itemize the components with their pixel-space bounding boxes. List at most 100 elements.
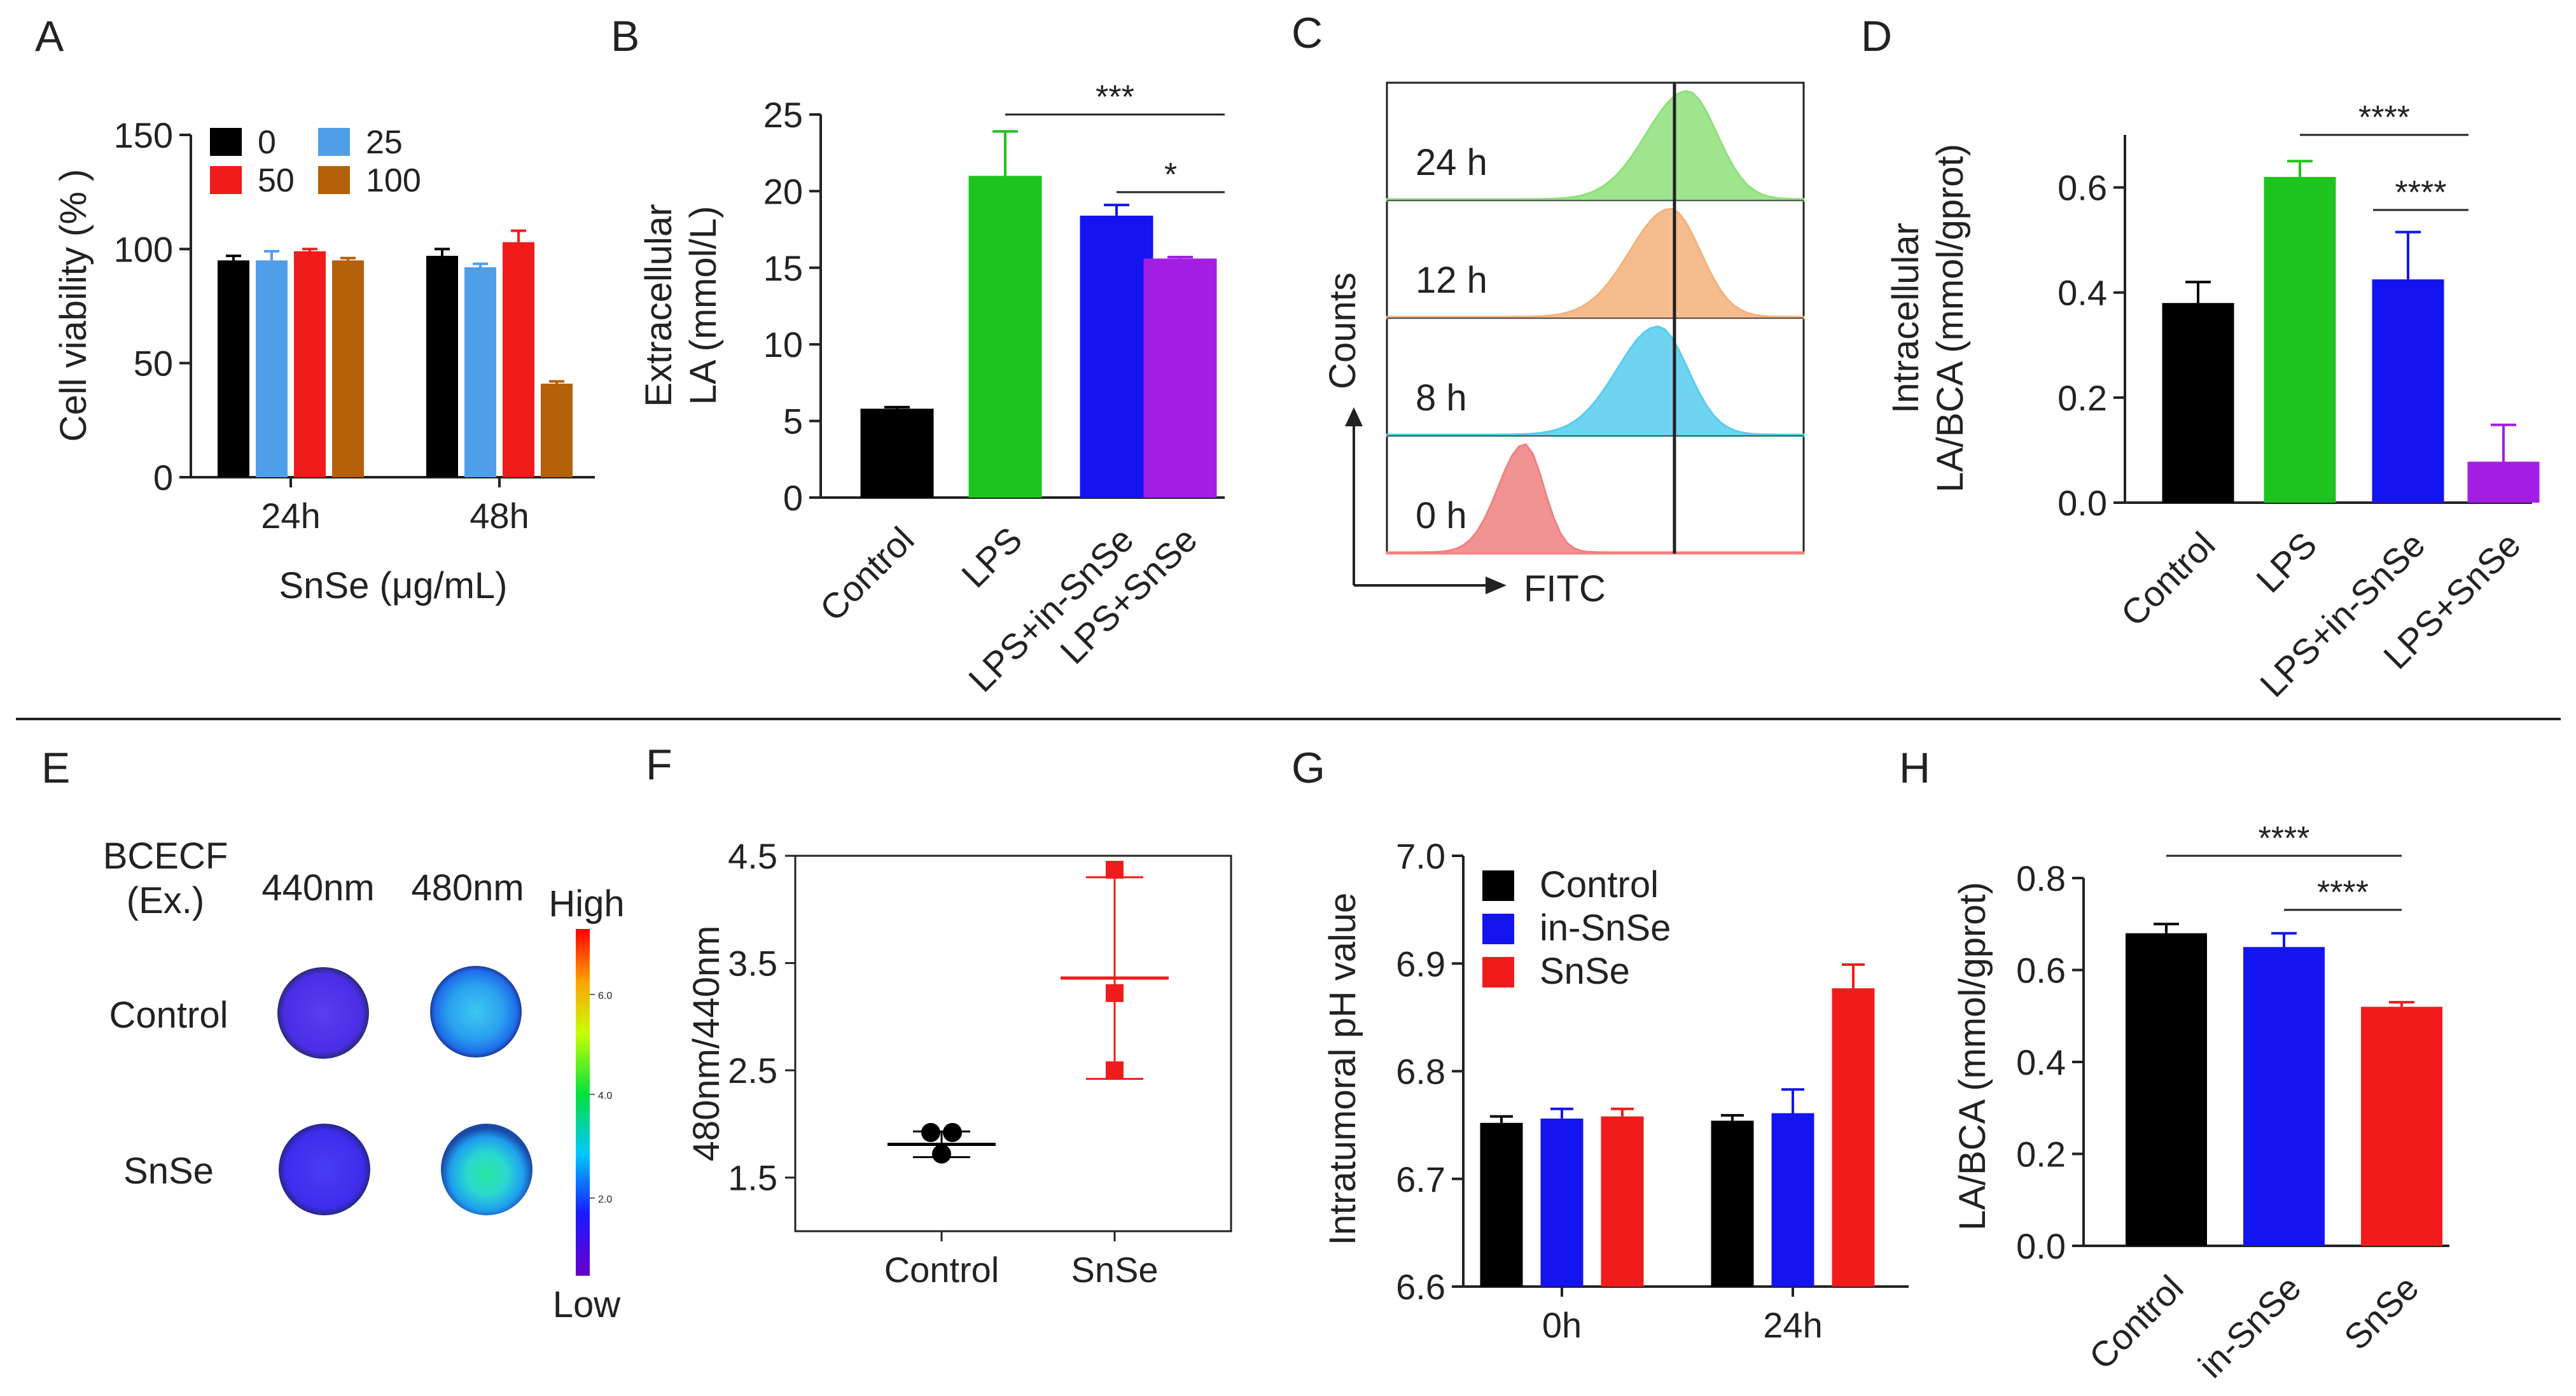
x-tick-label: Control bbox=[2113, 524, 2222, 634]
y-axis-label: LA/BCA (mmol/gprot) bbox=[1930, 144, 1971, 492]
legend-swatch bbox=[318, 166, 350, 194]
bar-LPS+in-SnSe bbox=[1080, 215, 1153, 498]
y-axis-label: 480nm/440nm bbox=[686, 926, 727, 1162]
plot-frame bbox=[794, 855, 1232, 1232]
bar-Control bbox=[860, 408, 934, 498]
x-tick-label: Control bbox=[812, 519, 921, 629]
y-tick-label: 0.6 bbox=[2057, 168, 2107, 208]
panel-label-e: E bbox=[41, 744, 70, 792]
y-tick-label: 0.6 bbox=[2016, 951, 2066, 991]
panel-label-c: C bbox=[1291, 9, 1323, 57]
x-tick-label: SnSe bbox=[1071, 1250, 1159, 1290]
legend-label: 25 bbox=[366, 124, 403, 161]
row-control: Control bbox=[109, 995, 228, 1036]
y-tick-label: 0.2 bbox=[2057, 378, 2107, 418]
significance-label: **** bbox=[2358, 99, 2410, 136]
y-tick-label: 20 bbox=[763, 171, 803, 211]
bar-SnSe-24h bbox=[1832, 988, 1875, 1287]
y-tick-label: 6.9 bbox=[1396, 944, 1445, 984]
y-tick-label: 7.0 bbox=[1396, 836, 1445, 876]
legend-label: SnSe bbox=[1540, 951, 1630, 992]
y-axis-label: Intracellular bbox=[1885, 223, 1926, 414]
bar-LPS bbox=[2264, 177, 2336, 503]
panel-label-b: B bbox=[611, 12, 639, 60]
well-snse-480 bbox=[441, 1124, 533, 1215]
bar-25-24h bbox=[256, 260, 288, 477]
y-axis-label: Intratumoral pH value bbox=[1322, 893, 1363, 1245]
column-480nm: 480nm bbox=[411, 867, 524, 909]
y-tick-label: 4.5 bbox=[728, 836, 777, 876]
legend-swatch bbox=[1482, 870, 1514, 901]
legend-label: 50 bbox=[258, 162, 295, 199]
bar-100-24h bbox=[332, 260, 364, 477]
significance-label: *** bbox=[1096, 79, 1134, 116]
y-axis-label: LA (mmol/L) bbox=[683, 206, 724, 405]
track-label: 24 h bbox=[1416, 142, 1487, 183]
bar-Control-0h bbox=[1480, 1122, 1523, 1287]
data-point bbox=[1106, 860, 1124, 879]
well-control-440 bbox=[277, 967, 369, 1059]
panel-label-h: H bbox=[1899, 744, 1930, 792]
panel-g-chart: 6.6 6.7 6.8 6.9 7.0 0h 24h Intratumoral pH valu… bbox=[1322, 836, 1909, 1345]
y-tick-label: 10 bbox=[763, 325, 803, 365]
panel-h-chart: 0.0 0.2 0.4 0.6 0.8 Control in-SnSe SnSe *******… bbox=[1952, 820, 2449, 1385]
column-440nm: 440nm bbox=[261, 867, 374, 909]
panel-e: BCECF (Ex.) 440nm 480nm Control SnSe Hig… bbox=[103, 835, 625, 1325]
fitc-arrow-head bbox=[1486, 576, 1507, 594]
y-tick-label: 5 bbox=[783, 401, 803, 442]
colorbar-tick-6: 6.0 bbox=[598, 991, 612, 1002]
significance-label: **** bbox=[2317, 874, 2369, 911]
legend-swatch bbox=[1482, 914, 1514, 944]
y-axis-label: Cell viability (% ) bbox=[53, 169, 94, 442]
y-tick-label: 50 bbox=[134, 344, 173, 384]
legend-a: 0 25 50 100 bbox=[210, 124, 421, 199]
row-snse: SnSe bbox=[123, 1150, 214, 1192]
data-point bbox=[1106, 984, 1124, 1002]
y-tick-label: 0.8 bbox=[2016, 858, 2066, 898]
y-tick-label: 6.6 bbox=[1396, 1267, 1445, 1307]
track-label: 12 h bbox=[1416, 260, 1487, 301]
bar-in-SnSe bbox=[2243, 947, 2325, 1246]
track-label: 0 h bbox=[1416, 495, 1467, 536]
panel-label-d: D bbox=[1861, 12, 1892, 60]
colorbar bbox=[576, 929, 590, 1276]
bcecf-label: BCECF bbox=[103, 835, 228, 877]
well-snse-440 bbox=[279, 1124, 370, 1215]
y-tick-label: 0.2 bbox=[2016, 1134, 2066, 1175]
well-control-480 bbox=[430, 966, 522, 1057]
bar-100-48h bbox=[541, 383, 573, 477]
data-point bbox=[932, 1144, 951, 1164]
y-tick-label: 1.5 bbox=[728, 1158, 777, 1198]
bar-0-24h bbox=[218, 260, 249, 477]
x-tick-label: Control bbox=[884, 1250, 999, 1290]
legend-swatch bbox=[318, 128, 350, 156]
bar-Control bbox=[2162, 303, 2234, 503]
x-tick-label: Control bbox=[2081, 1267, 2190, 1377]
bar-LPS+SnSe bbox=[1143, 258, 1217, 498]
y-tick-label: 3.5 bbox=[728, 944, 777, 984]
bar-Control bbox=[2126, 933, 2207, 1246]
bar-SnSe-0h bbox=[1601, 1116, 1644, 1287]
y-tick-label: 25 bbox=[763, 95, 803, 135]
x-tick-label: in-SnSe bbox=[2190, 1267, 2308, 1385]
bar-SnSe bbox=[2361, 1007, 2442, 1246]
y-axis-label: Extracellular bbox=[638, 204, 679, 407]
histogram-24h bbox=[1386, 90, 1805, 202]
data-point bbox=[943, 1122, 962, 1142]
track-label: 8 h bbox=[1416, 377, 1467, 419]
y-axis-label: LA/BCA (mmol/gprot) bbox=[1952, 882, 1993, 1231]
y-tick-label: 0.4 bbox=[2057, 273, 2107, 313]
colorbar-ticks: 6.0 4.0 2.0 bbox=[590, 991, 612, 1205]
x-tick-label: 24h bbox=[261, 496, 320, 536]
bar-LPS+in-SnSe bbox=[2372, 279, 2444, 503]
bar-in-SnSe-0h bbox=[1540, 1118, 1584, 1287]
panel-label-a: A bbox=[35, 12, 64, 60]
y-tick-label: 6.8 bbox=[1396, 1052, 1445, 1092]
legend-label: in-SnSe bbox=[1540, 907, 1671, 949]
significance-label: **** bbox=[2395, 174, 2447, 211]
bar-50-24h bbox=[294, 251, 326, 477]
y-tick-label: 2.5 bbox=[728, 1050, 777, 1091]
colorbar-low-label: Low bbox=[553, 1284, 622, 1325]
